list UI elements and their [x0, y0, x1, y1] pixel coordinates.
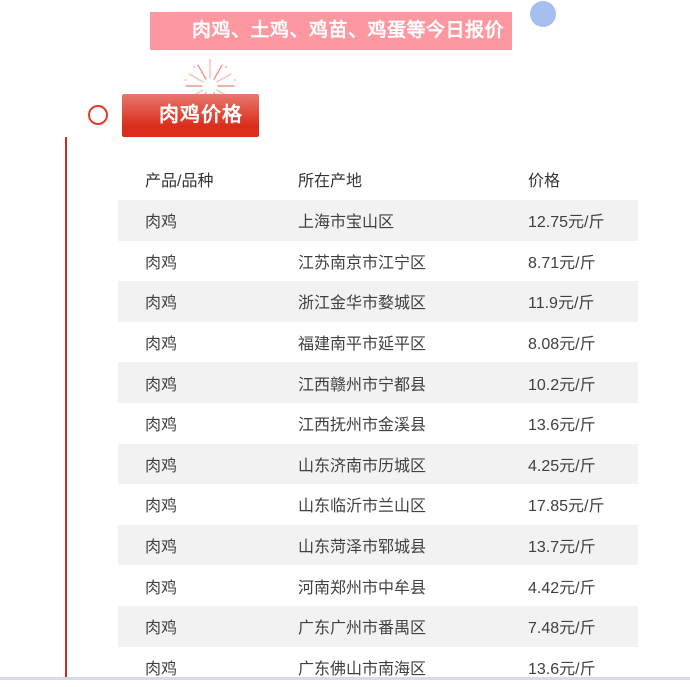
origin-cell: 河南郑州市中牟县	[298, 579, 427, 597]
page-title: 肉鸡、土鸡、鸡苗、鸡蛋等今日报价	[191, 20, 504, 41]
table-row: 肉鸡 江苏南京市江宁区 8.71元/斤	[118, 241, 638, 282]
table-row: 肉鸡 河南郑州市中牟县 4.42元/斤	[118, 565, 638, 606]
price-cell: 10.2元/斤	[528, 376, 596, 394]
origin-cell: 山东临沂市兰山区	[298, 498, 427, 516]
price-cell: 13.7元/斤	[528, 539, 596, 557]
table-row: 肉鸡 江西赣州市宁都县 10.2元/斤	[118, 362, 638, 403]
product-cell: 肉鸡	[145, 214, 178, 232]
price-cell: 13.6元/斤	[528, 417, 596, 435]
product-cell: 肉鸡	[145, 457, 178, 475]
table-row: 肉鸡 山东菏泽市郓城县 13.7元/斤	[118, 524, 638, 566]
origin-cell: 福建南平市延平区	[298, 336, 427, 354]
product-cell: 肉鸡	[145, 417, 178, 435]
table-header-row: 产品/品种 所在产地 价格	[118, 158, 638, 200]
price-cell: 13.6元/斤	[528, 660, 596, 678]
price-cell: 17.85元/斤	[528, 498, 605, 516]
origin-cell: 山东菏泽市郓城县	[298, 539, 427, 557]
table-row: 肉鸡 浙江金华市婺城区 11.9元/斤	[118, 281, 638, 322]
price-cell: 12.75元/斤	[528, 214, 605, 232]
product-cell: 肉鸡	[145, 498, 178, 516]
origin-cell: 广东广州市番禺区	[298, 620, 427, 638]
bottom-divider	[0, 677, 690, 680]
product-cell: 肉鸡	[145, 660, 178, 678]
price-cell: 11.9元/斤	[528, 295, 595, 313]
section-badge-label: 肉鸡价格	[159, 104, 243, 126]
origin-cell: 浙江金华市婺城区	[298, 295, 427, 313]
table-row: 肉鸡 福建南平市延平区 8.08元/斤	[118, 322, 638, 363]
table-row: 肉鸡 山东临沂市兰山区 17.85元/斤	[118, 484, 638, 525]
price-cell: 4.42元/斤	[528, 579, 596, 597]
table-row: 肉鸡 上海市宝山区 12.75元/斤	[118, 200, 638, 241]
blue-dot-decoration	[530, 1, 556, 27]
table-row: 肉鸡 江西抚州市金溪县 13.6元/斤	[118, 403, 638, 444]
product-cell: 肉鸡	[145, 579, 178, 597]
origin-cell: 广东佛山市南海区	[298, 660, 427, 678]
product-cell: 肉鸡	[145, 376, 178, 394]
price-cell: 4.25元/斤	[528, 457, 596, 475]
origin-cell: 江西赣州市宁都县	[298, 376, 427, 394]
header-price: 价格	[528, 173, 561, 190]
product-cell: 肉鸡	[145, 254, 178, 272]
table-row: 肉鸡 广东广州市番禺区 7.48元/斤	[118, 605, 638, 647]
origin-cell: 江苏南京市江宁区	[298, 254, 427, 272]
price-table: 产品/品种 所在产地 价格 肉鸡 上海市宝山区 12.75元/斤 肉鸡 江苏南京市江宁区…	[118, 158, 638, 687]
origin-cell: 上海市宝山区	[298, 214, 395, 232]
product-cell: 肉鸡	[145, 539, 178, 557]
price-table-body: 肉鸡 上海市宝山区 12.75元/斤 肉鸡 江苏南京市江宁区 8.71元/斤 肉鸡 浙江金华市…	[118, 200, 638, 687]
price-cell: 7.48元/斤	[528, 620, 596, 638]
price-cell: 8.71元/斤	[528, 254, 596, 272]
header-origin: 所在产地	[298, 173, 363, 190]
table-row: 肉鸡 山东济南市历城区 4.25元/斤	[118, 443, 638, 485]
product-cell: 肉鸡	[145, 336, 178, 354]
section-badge: 肉鸡价格	[122, 94, 259, 137]
price-cell: 8.08元/斤	[528, 336, 596, 354]
product-cell: 肉鸡	[145, 295, 178, 313]
product-cell: 肉鸡	[145, 620, 178, 638]
header-product: 产品/品种	[145, 173, 214, 190]
page-title-banner: 肉鸡、土鸡、鸡苗、鸡蛋等今日报价	[150, 12, 512, 50]
origin-cell: 山东济南市历城区	[298, 457, 427, 475]
table-row: 肉鸡 广东佛山市南海区 13.6元/斤	[118, 647, 638, 687]
origin-cell: 江西抚州市金溪县	[298, 417, 427, 435]
ring-decoration	[88, 105, 108, 125]
vertical-accent-line	[65, 137, 67, 677]
